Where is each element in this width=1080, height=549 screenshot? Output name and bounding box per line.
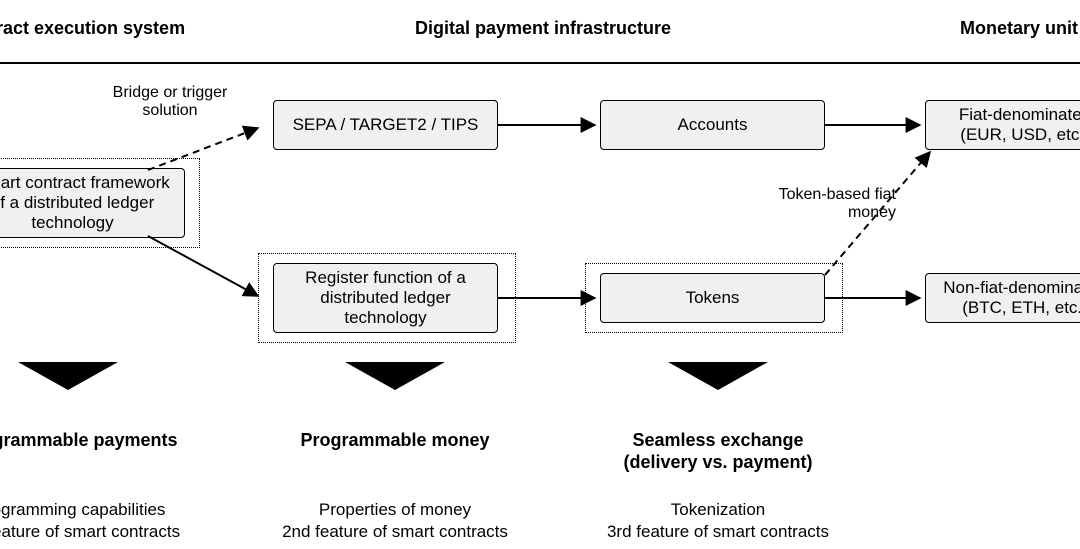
- node-nonfiat: Non-fiat-denominated (BTC, ETH, etc.): [925, 273, 1080, 323]
- annot-bridge-text: Bridge or trigger solution: [105, 84, 235, 120]
- annot-token-fiat-text: Token-based fiat money: [776, 186, 896, 222]
- triangle-col1: [18, 362, 118, 390]
- node-accounts: Accounts: [600, 100, 825, 150]
- header-divider: [0, 62, 1080, 64]
- sub2-col2: 2nd feature of smart contracts: [260, 522, 530, 542]
- node-register: Register function of a distributed ledge…: [273, 263, 498, 333]
- title-col1: Programmable payments: [0, 430, 205, 451]
- triangle-col2: [345, 362, 445, 390]
- triangle-col3: [668, 362, 768, 390]
- sub2-col3: 3rd feature of smart contracts: [583, 522, 853, 542]
- title2-col3: (delivery vs. payment): [583, 452, 853, 473]
- header-center: Digital payment infrastructure: [415, 18, 671, 39]
- title-col3: Seamless exchange: [583, 430, 853, 451]
- node-tokens: Tokens: [600, 273, 825, 323]
- node-sepa: SEPA / TARGET2 / TIPS: [273, 100, 498, 150]
- sub1-col2: Properties of money: [260, 500, 530, 520]
- header-right: Monetary unit: [960, 18, 1078, 39]
- node-fiat: Fiat-denominated (EUR, USD, etc.): [925, 100, 1080, 150]
- header-left: Contract execution system: [0, 18, 185, 39]
- sub2-col1: 1st feature of smart contracts: [0, 522, 205, 542]
- annot-bridge: Bridge or trigger solution: [105, 84, 235, 120]
- node-sc-framework: Smart contract framework of a distribute…: [0, 168, 185, 238]
- sub1-col1: Programming capabilities: [0, 500, 205, 520]
- title-col2: Programmable money: [260, 430, 530, 451]
- sub1-col3: Tokenization: [583, 500, 853, 520]
- annot-token-fiat: Token-based fiat money: [776, 186, 896, 222]
- diagram-arrows: [0, 0, 1080, 549]
